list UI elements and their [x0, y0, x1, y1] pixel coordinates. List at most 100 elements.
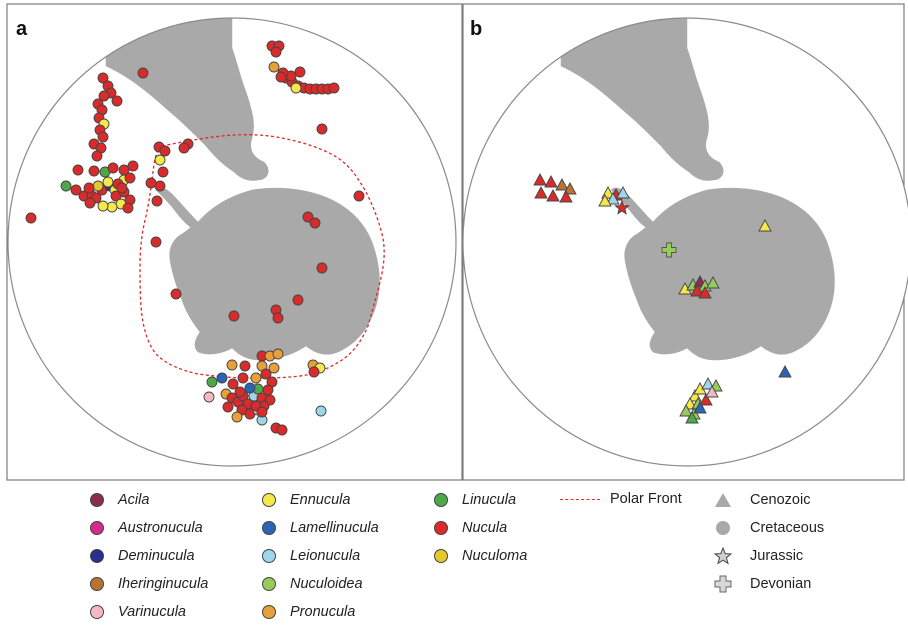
fossil-point: [679, 404, 693, 417]
devonian-fossil-point: [661, 242, 677, 258]
fossil-point: [758, 219, 772, 232]
occurrence-point: [83, 182, 95, 194]
fossil-point: [616, 186, 630, 199]
legend-item-lamellinucula: Lamellinucula: [262, 518, 379, 538]
legend-item-austronucula: Austronucula: [90, 518, 203, 538]
legend-item-linucula: Linucula: [434, 490, 516, 510]
fossil-point: [555, 178, 569, 191]
occurrence-point: [88, 165, 100, 177]
occurrence-point: [216, 372, 228, 384]
occurrence-point: [270, 46, 282, 58]
occurrence-point: [137, 67, 149, 79]
nuculoma-swatch: [434, 549, 448, 563]
ennucula-swatch: [262, 493, 276, 507]
occurrence-point: [239, 360, 251, 372]
occurrence-point: [237, 372, 249, 384]
varinucula-swatch: [90, 605, 104, 619]
occurrence-point: [150, 236, 162, 248]
panel-a-label: a: [16, 18, 28, 40]
legend-item-pronucula: Pronucula: [262, 602, 355, 622]
occurrence-point: [154, 180, 166, 192]
legend-item-cenozoic: Cenozoic: [712, 490, 810, 510]
occurrence-point: [70, 184, 82, 196]
globe-a-outline: [7, 17, 457, 467]
legend-item-polar-front: Polar Front: [560, 489, 682, 509]
austronucula-swatch: [90, 521, 104, 535]
fossil-point: [546, 189, 560, 202]
occurrence-point: [227, 378, 239, 390]
fossil-point: [693, 401, 707, 414]
fossil-point: [698, 286, 712, 299]
globe-b-outline: [462, 17, 908, 467]
occurrence-point: [290, 82, 302, 94]
fossil-point: [705, 385, 719, 398]
deminucula-swatch: [90, 549, 104, 563]
occurrence-point: [107, 162, 119, 174]
occurrence-point: [231, 411, 243, 423]
acila-swatch: [90, 493, 104, 507]
fossil-point: [544, 175, 558, 188]
legend-item-leionucula: Leionucula: [262, 546, 360, 566]
nuculoidea-swatch: [262, 577, 276, 591]
occurrence-point: [206, 376, 218, 388]
fossil-point: [534, 186, 548, 199]
occurrence-point: [228, 310, 240, 322]
occurrence-point: [316, 123, 328, 135]
occurrence-point: [315, 405, 327, 417]
fossil-points-b: [533, 173, 792, 424]
occurrence-points-a: [25, 40, 365, 436]
occurrence-point: [234, 386, 246, 398]
legend-item-jurassic: Jurassic: [712, 546, 803, 566]
fossil-point: [533, 173, 547, 186]
map-figure: a b: [6, 3, 908, 481]
occurrence-point: [145, 177, 157, 189]
circle-icon: [712, 518, 734, 538]
legend-item-varinucula: Varinucula: [90, 602, 186, 622]
legend-item-nucula: Nucula: [434, 518, 507, 538]
occurrence-point: [170, 288, 182, 300]
occurrence-point: [316, 262, 328, 274]
occurrence-point: [294, 66, 306, 78]
occurrence-point: [353, 190, 365, 202]
occurrence-point: [91, 150, 103, 162]
legend-item-iheringinucula: Iheringinucula: [90, 574, 208, 594]
occurrence-point: [222, 401, 234, 413]
fossil-point: [699, 393, 713, 406]
fossil-point: [685, 411, 699, 424]
occurrence-point: [102, 176, 114, 188]
jurassic-fossil-point: [614, 199, 630, 215]
occurrence-point: [98, 90, 110, 102]
occurrence-point: [97, 72, 109, 84]
leionucula-swatch: [262, 549, 276, 563]
occurrence-point: [328, 82, 340, 94]
occurrence-point: [25, 212, 37, 224]
pronucula-swatch: [262, 605, 276, 619]
fossil-point: [778, 365, 792, 378]
polar-front-swatch: [560, 498, 600, 500]
occurrence-point: [226, 359, 238, 371]
occurrence-point: [60, 180, 72, 192]
fossil-point: [690, 284, 704, 297]
fossil-point: [701, 377, 715, 390]
fossil-point: [606, 192, 620, 205]
occurrence-point: [151, 195, 163, 207]
legend-item-nuculoidea: Nuculoidea: [262, 574, 363, 594]
legend-item-deminucula: Deminucula: [90, 546, 195, 566]
occurrence-point: [178, 142, 190, 154]
occurrence-point: [292, 294, 304, 306]
occurrence-point: [122, 202, 134, 214]
legend-item-ennucula: Ennucula: [262, 490, 350, 510]
occurrence-point: [275, 71, 287, 83]
cross-icon: [712, 574, 734, 594]
occurrence-point: [84, 197, 96, 209]
occurrence-point: [260, 368, 272, 380]
legend-item-nuculoma: Nuculoma: [434, 546, 527, 566]
iheringinucula-swatch: [90, 577, 104, 591]
occurrence-point: [116, 182, 128, 194]
occurrence-point: [256, 406, 268, 418]
occurrence-point: [154, 154, 166, 166]
legend-item-devonian: Devonian: [712, 574, 811, 594]
fossil-point: [559, 190, 573, 203]
lamellinucula-swatch: [262, 521, 276, 535]
triangle-icon: [712, 490, 734, 510]
